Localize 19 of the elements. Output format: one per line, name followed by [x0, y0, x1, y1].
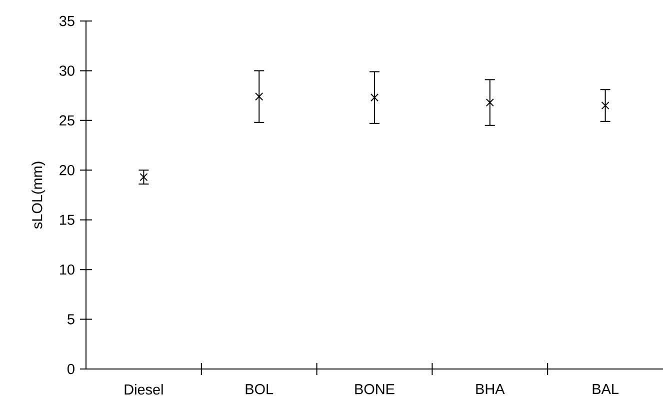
- point: [370, 94, 379, 102]
- y-tick-label: 30: [59, 66, 74, 76]
- y-tick-label: 0: [68, 364, 74, 374]
- point: [255, 92, 264, 101]
- y-tick-label: 15: [60, 214, 74, 225]
- point: [486, 98, 494, 107]
- y-axis-title: sLOL(mm): [32, 162, 46, 229]
- x-tick-label: BOL: [246, 384, 274, 394]
- y-tick-label: 25: [60, 115, 74, 126]
- y-tick-label: 20: [60, 165, 74, 176]
- y-tick-label: 5: [68, 314, 74, 324]
- point: [601, 101, 610, 110]
- y-tick-label: 10: [60, 264, 74, 275]
- y-tick-label: 35: [59, 16, 74, 26]
- x-tick-label: BONE: [355, 384, 394, 394]
- x-tick-label: BAL: [592, 384, 618, 394]
- point: [140, 173, 148, 182]
- x-tick-label: Diesel: [124, 384, 163, 395]
- x-tick-label: BHA: [476, 384, 505, 394]
